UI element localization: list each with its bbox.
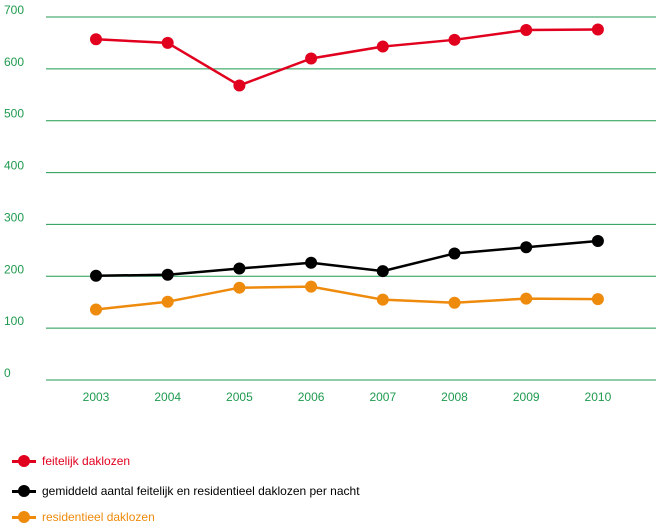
legend-label-residentieel: residentieel daklozen [42,510,155,524]
series-line-feitelijk [95,28,598,87]
point-residentieel-2007 [376,293,389,306]
x-tick-label-2004: 2004 [154,390,181,404]
legend-item-feitelijk: feitelijk daklozen [12,454,130,468]
y-tick-label-300: 300 [4,210,24,224]
point-gemiddeld-2004 [161,268,174,281]
x-tick-label-2003: 2003 [83,390,110,404]
point-feitelijk-2004 [161,36,174,49]
point-gemiddeld-2003 [90,269,102,282]
y-tick-label-700: 700 [4,3,24,17]
series-line-residentieel [95,285,598,311]
legend-marker-feitelijk [12,454,36,468]
y-tick-label-200: 200 [4,262,24,276]
point-residentieel-2003 [90,303,102,316]
point-feitelijk-2006 [305,52,318,65]
legend-marker-gemiddeld [12,484,36,498]
point-gemiddeld-2007 [376,265,389,278]
point-gemiddeld-2009 [520,241,533,254]
legend-label-gemiddeld: gemiddeld aantal feitelijk en residentie… [42,484,360,498]
legend-label-feitelijk: feitelijk daklozen [42,454,131,468]
point-residentieel-2004 [161,295,174,308]
y-tick-label-0: 0 [4,366,11,380]
point-gemiddeld-2005 [233,262,246,275]
x-tick-label-2008: 2008 [441,390,468,404]
legend-item-residentieel: residentieel daklozen [12,510,155,524]
line-chart: 0 100 200 300 400 500 600 700 2003 2004 2005 2006 20… [4,3,656,404]
point-feitelijk-2010 [591,23,604,36]
series-line-gemiddeld [95,239,599,278]
y-tick-label-600: 600 [4,55,24,69]
y-tick-label-500: 500 [4,107,24,121]
point-residentieel-2006 [305,280,318,293]
point-residentieel-2008 [448,296,461,309]
point-feitelijk-2008 [448,33,461,46]
point-gemiddeld-2008 [448,247,461,260]
point-residentieel-2010 [591,293,604,306]
point-feitelijk-2007 [376,40,389,53]
x-tick-label-2010: 2010 [585,390,612,404]
x-tick-label-2007: 2007 [369,390,396,404]
point-residentieel-2005 [233,281,246,294]
x-tick-label-2009: 2009 [513,390,540,404]
x-tick-label-2006: 2006 [298,390,325,404]
point-gemiddeld-2010 [591,235,604,248]
point-feitelijk-2003 [90,33,102,46]
x-tick-label-2005: 2005 [226,390,253,404]
point-residentieel-2009 [520,292,533,305]
legend-item-gemiddeld: gemiddeld aantal feitelijk en residentie… [12,484,360,498]
y-tick-label-400: 400 [4,159,24,173]
point-gemiddeld-2006 [305,256,318,269]
point-feitelijk-2009 [520,23,533,36]
point-feitelijk-2005 [233,79,246,92]
y-tick-label-100: 100 [4,314,24,328]
legend-marker-residentieel [12,510,36,524]
